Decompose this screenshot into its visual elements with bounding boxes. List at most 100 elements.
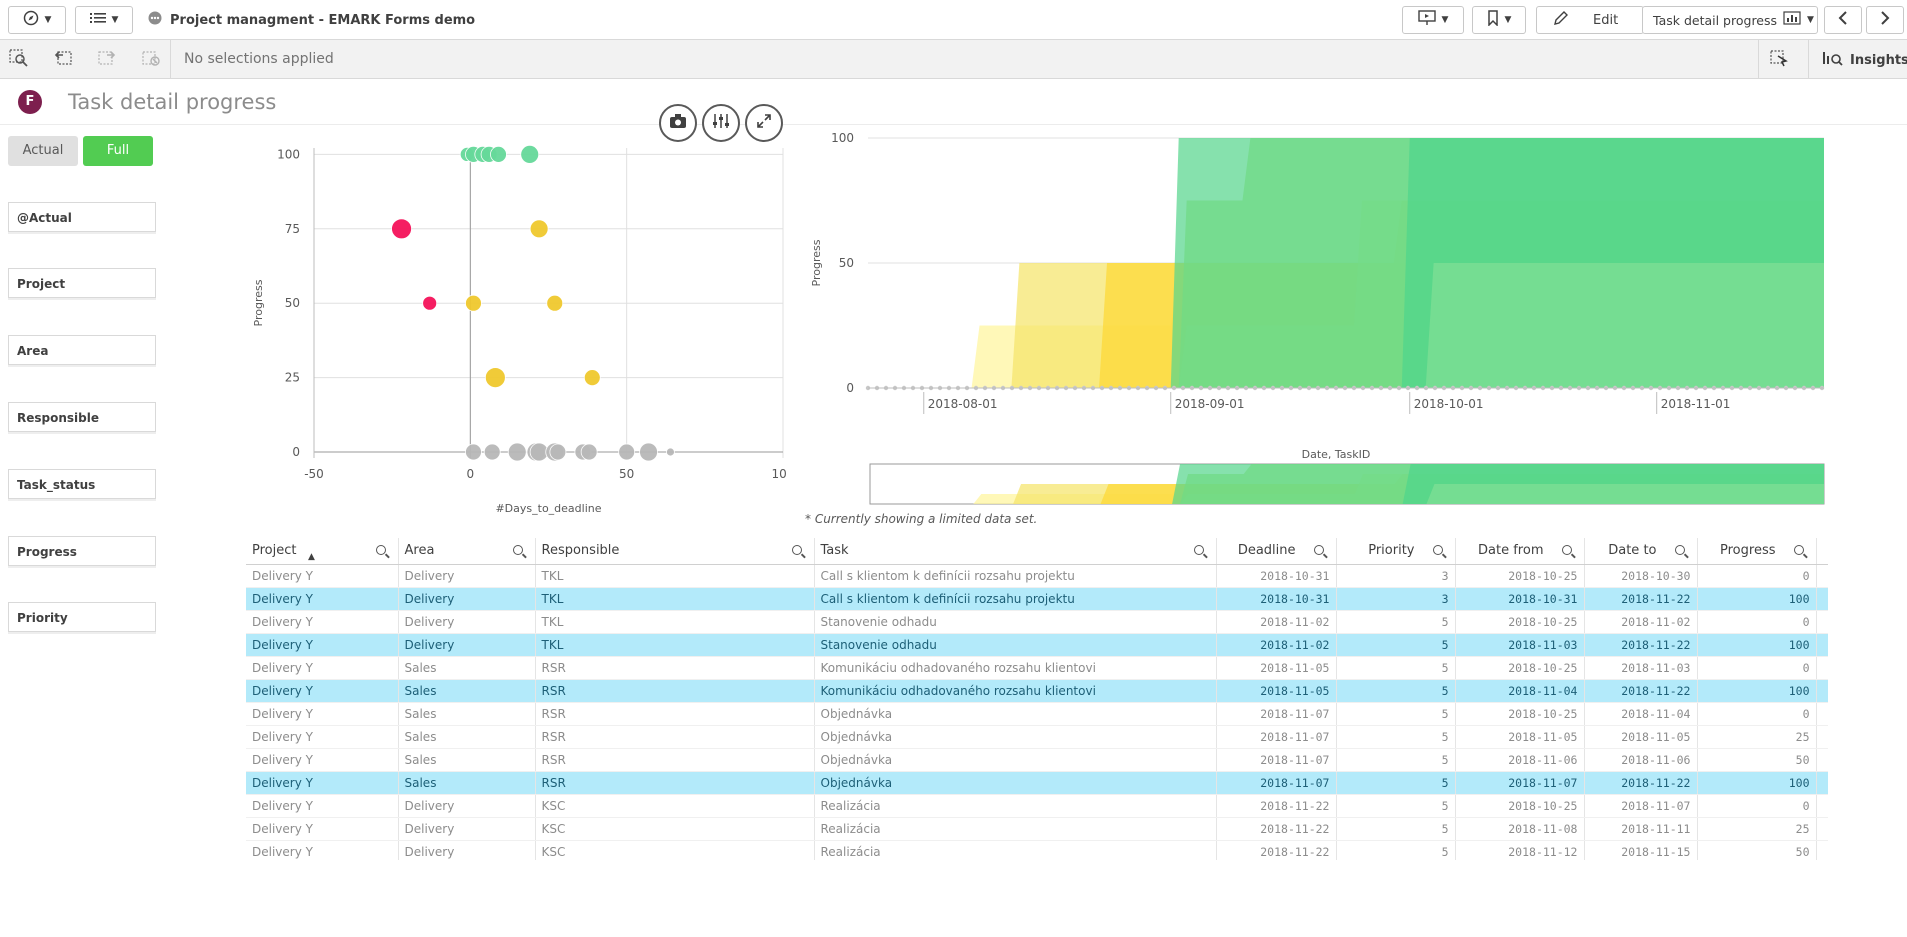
search-icon[interactable] (1561, 545, 1572, 555)
table-row[interactable]: Delivery Y Sales RSR Objednávka 2018-11-07 5 2… (246, 748, 1828, 772)
table-cell: 50 (1697, 840, 1817, 860)
table-row[interactable]: Delivery Y Sales RSR Objednávka 2018-11-07 5 2… (246, 725, 1828, 749)
column-header[interactable]: Task (814, 538, 1217, 565)
scatter-point (618, 443, 636, 461)
list-icon (89, 11, 106, 29)
exploration-menu-button[interactable] (702, 104, 740, 142)
table-cell: 2018-11-22 (1216, 794, 1337, 818)
y-tick-label: 0 (846, 381, 854, 395)
table-row[interactable]: Delivery Y Delivery KSC Realizácia 2018-11-2… (246, 840, 1828, 860)
table-cell: 2018-11-22 (1584, 633, 1698, 657)
previous-sheet-button[interactable] (1824, 6, 1862, 34)
table-cell: Delivery Y (246, 840, 399, 860)
table-row[interactable]: Delivery Y Delivery KSC Realizácia 2018-11-2… (246, 794, 1828, 818)
app-title: Project managment - EMARK Forms demo (148, 11, 475, 29)
table-row[interactable]: Delivery Y Sales RSR Komunikáciu odhadované… (246, 679, 1828, 703)
search-icon[interactable] (1432, 545, 1443, 555)
table-row[interactable]: Delivery Y Delivery TKL Stanovenie odhadu 20… (246, 633, 1828, 657)
table-row[interactable]: Delivery Y Sales RSR Objednávka 2018-11-07 5 2… (246, 771, 1828, 795)
app-logo: F (18, 90, 42, 114)
table-cell: 2018-11-22 (1216, 840, 1337, 860)
filter-progress[interactable]: Progress (8, 536, 156, 566)
insights-icon (1822, 50, 1844, 70)
table-row[interactable]: Delivery Y Sales RSR Komunikáciu odhadované… (246, 656, 1828, 680)
table-cell: Delivery (398, 564, 536, 588)
smart-search-icon[interactable] (8, 49, 30, 69)
edit-button[interactable]: Edit (1536, 6, 1644, 34)
progress-area-chart[interactable]: 0 50 100 2018-08-01 2018-09-01 2018-10-01 2018… (800, 130, 1830, 510)
present-button[interactable]: ▼ (1402, 6, 1464, 34)
scrollbar-gutter (1816, 725, 1828, 749)
insights-button[interactable]: Insights (1822, 50, 1907, 70)
table-row[interactable]: Delivery Y Delivery KSC Realizácia 2018-11-2… (246, 817, 1828, 841)
column-header[interactable]: Area (398, 538, 536, 565)
snapshot-button[interactable] (659, 104, 697, 142)
scatter-point (583, 369, 601, 387)
search-icon[interactable] (375, 545, 386, 555)
table-cell: 0 (1697, 702, 1817, 726)
table-row[interactable]: Delivery Y Delivery TKL Stanovenie odhadu 20… (246, 610, 1828, 634)
filter-area[interactable]: Area (8, 335, 156, 365)
step-forward-icon[interactable] (96, 49, 118, 69)
area-series (868, 263, 1824, 388)
column-header[interactable]: Deadline (1216, 538, 1337, 565)
table-cell: 5 (1336, 794, 1456, 818)
search-icon[interactable] (1193, 545, 1204, 555)
sheet-selector[interactable]: Task detail progress ▼ (1642, 6, 1818, 34)
scatter-point (507, 442, 527, 462)
fullscreen-button[interactable] (745, 104, 783, 142)
table-cell: 2018-10-31 (1216, 564, 1337, 588)
table-row[interactable]: Delivery Y Delivery TKL Call s klientom k d… (246, 587, 1828, 611)
filter-responsible[interactable]: Responsible (8, 402, 156, 432)
selections-tool-icon[interactable] (1768, 49, 1790, 69)
scatter-chart[interactable]: 0 25 50 75 100 -50 0 50 100 #Days_to_deadline Prog… (246, 138, 786, 528)
table-cell: Delivery Y (246, 587, 399, 611)
column-header[interactable]: Date to (1584, 538, 1698, 565)
search-icon[interactable] (1313, 545, 1324, 555)
navigation-button[interactable]: ▼ (8, 6, 66, 34)
table-cell: Delivery Y (246, 633, 399, 657)
filter-priority[interactable]: Priority (8, 602, 156, 632)
table-cell: Delivery Y (246, 679, 399, 703)
column-header[interactable]: Responsible (535, 538, 815, 565)
table-cell: Call s klientom k definícii rozsahu proj… (814, 564, 1217, 588)
table-cell: 2018-11-07 (1216, 748, 1337, 772)
edit-label: Edit (1593, 12, 1619, 28)
column-header[interactable]: Project ▲ (246, 538, 399, 565)
filter-actual[interactable]: @Actual (8, 202, 156, 232)
column-header[interactable]: Priority (1336, 538, 1456, 565)
full-toggle-button[interactable]: Full (83, 136, 153, 166)
search-icon[interactable] (512, 545, 523, 555)
step-back-icon[interactable] (52, 49, 74, 69)
filter-project[interactable]: Project (8, 268, 156, 298)
divider (1808, 40, 1809, 79)
table-row[interactable]: Delivery Y Delivery TKL Call s klientom k d… (246, 564, 1828, 588)
y-tick-label: 50 (839, 256, 854, 270)
table-cell: 25 (1697, 817, 1817, 841)
top-toolbar: ▼ ▼ Project managment - EMARK Forms demo… (0, 0, 1907, 40)
column-header[interactable]: Date from (1455, 538, 1585, 565)
table-cell: Delivery Y (246, 748, 399, 772)
table-cell: 5 (1336, 748, 1456, 772)
column-header[interactable]: Progress (1697, 538, 1817, 565)
table-cell: Realizácia (814, 817, 1217, 841)
selections-bar: No selections applied Insights (0, 40, 1907, 79)
scrollbar-gutter (1816, 771, 1828, 795)
filter-task-status[interactable]: Task_status (8, 469, 156, 499)
scatter-point (490, 145, 507, 163)
clear-selections-icon[interactable] (140, 49, 162, 69)
next-sheet-button[interactable] (1866, 6, 1904, 34)
scatter-point (422, 295, 438, 311)
scrollbar-gutter (1816, 587, 1828, 611)
scrollbar-gutter (1816, 817, 1828, 841)
search-icon[interactable] (1793, 545, 1804, 555)
table-cell: 2018-10-31 (1216, 587, 1337, 611)
search-icon[interactable] (1674, 545, 1685, 555)
search-icon[interactable] (791, 545, 802, 555)
actual-toggle-button[interactable]: Actual (8, 136, 78, 166)
table-cell: 0 (1697, 794, 1817, 818)
menu-button[interactable]: ▼ (75, 6, 133, 34)
bookmark-button[interactable]: ▼ (1472, 6, 1526, 34)
table-row[interactable]: Delivery Y Sales RSR Objednávka 2018-11-07 5 2… (246, 702, 1828, 726)
table-cell: 0 (1697, 656, 1817, 680)
